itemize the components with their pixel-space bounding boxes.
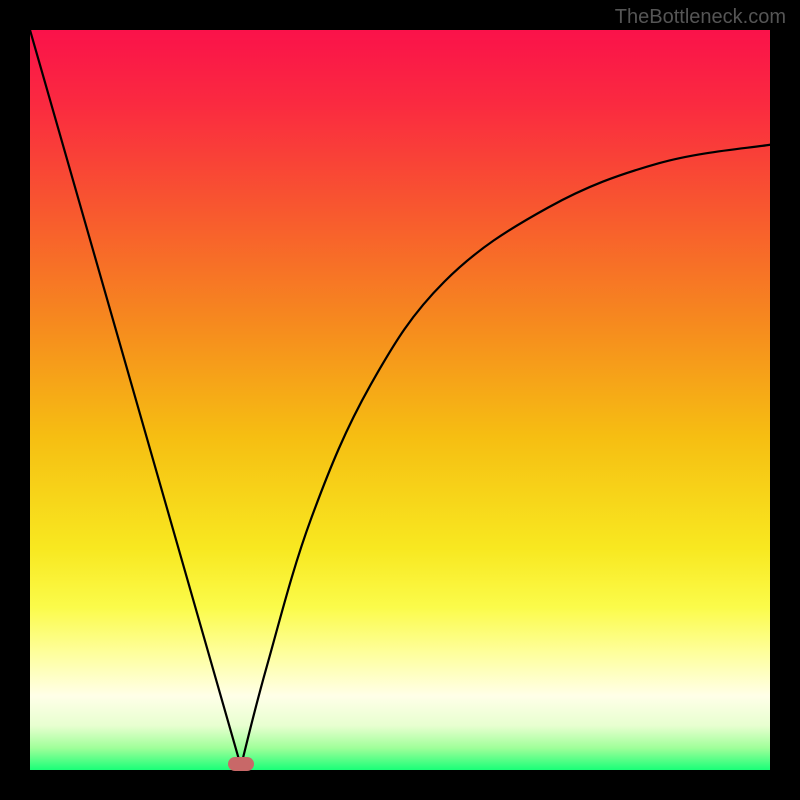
gradient-background xyxy=(30,30,770,770)
plot-area xyxy=(30,30,770,770)
watermark-text: TheBottleneck.com xyxy=(615,6,786,29)
optimum-marker xyxy=(228,757,254,771)
chart-container: TheBottleneck.com xyxy=(0,0,800,800)
plot-svg xyxy=(30,30,770,770)
